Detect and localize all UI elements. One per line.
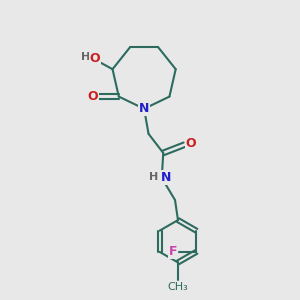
Text: H: H: [81, 52, 91, 62]
Text: O: O: [186, 137, 196, 150]
Text: CH₃: CH₃: [168, 282, 188, 292]
Text: F: F: [169, 245, 177, 258]
Text: O: O: [90, 52, 100, 65]
Text: O: O: [88, 90, 98, 103]
Text: H: H: [149, 172, 158, 182]
Text: N: N: [161, 172, 171, 184]
Text: N: N: [139, 102, 149, 115]
